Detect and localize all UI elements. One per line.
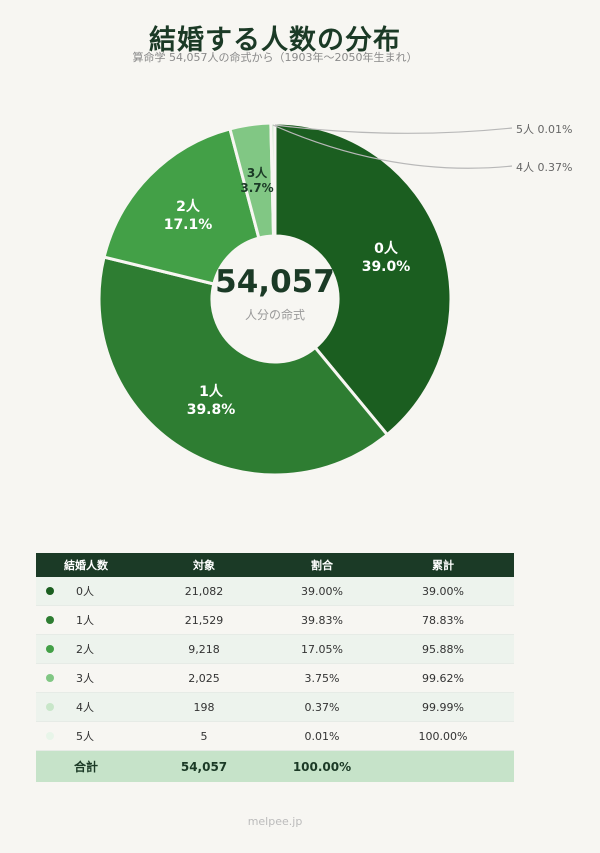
legend-dot-icon [46,645,54,653]
legend-dot-icon [46,587,54,595]
row-cumulative: 95.88% [372,634,514,664]
row-cumulative: 99.62% [372,663,514,693]
total-label: 合計 [36,750,136,782]
row-ratio: 0.01% [272,721,372,751]
slice-label-3: 3人 3.7% [240,166,274,195]
external-label-4: 4人 0.37% [516,161,573,174]
row-cumulative: 78.83% [372,605,514,635]
row-label-cell: 0人 [36,577,136,606]
row-count: 21,529 [136,605,272,635]
total-ratio: 100.00% [272,750,372,782]
header-cumulative: 累計 [372,553,514,577]
row-ratio: 0.37% [272,692,372,722]
table-header-row: 結婚人数 対象 割合 累計 [36,553,514,577]
slice-label-0: 0人 39.0% [361,241,411,275]
header-subjects: 対象 [136,553,272,577]
header-ratio: 割合 [272,553,372,577]
row-count: 9,218 [136,634,272,664]
leader-line [272,124,513,169]
row-count: 21,082 [136,577,272,606]
row-count: 5 [136,721,272,751]
footer-site: melpee.jp [247,815,303,828]
data-table: 結婚人数 対象 割合 累計 0人 21,082 39.00% 39.00% 1人 21,5… [36,553,514,782]
row-ratio: 3.75% [272,663,372,693]
row-label-cell: 3人 [36,663,136,693]
center-total: 54,057 [215,264,335,300]
legend-dot-icon [46,703,54,711]
leader-line [274,124,513,134]
row-label-cell: 1人 [36,605,136,635]
total-count: 54,057 [136,750,272,782]
row-ratio: 39.83% [272,605,372,635]
table-row: 5人 5 0.01% 100.00% [36,721,514,751]
table-total-row: 合計 54,057 100.00% [36,750,514,782]
table-row: 4人 198 0.37% 99.99% [36,692,514,722]
external-label-5: 5人 0.01% [516,123,573,136]
row-ratio: 17.05% [272,634,372,664]
table-row: 3人 2,025 3.75% 99.62% [36,663,514,693]
table-row: 2人 9,218 17.05% 95.88% [36,634,514,664]
pie-slice-2 [102,127,261,286]
slice-label-2: 2人 17.1% [163,199,213,233]
row-cumulative: 99.99% [372,692,514,722]
legend-dot-icon [46,616,54,624]
page-title: 結婚する人数の分布 [149,25,401,56]
row-ratio: 39.00% [272,577,372,606]
row-count: 2,025 [136,663,272,693]
legend-dot-icon [46,674,54,682]
page-subtitle: 算命学 54,057人の命式から（1903年〜2050年生まれ） [132,51,418,64]
center-caption: 人分の命式 [244,308,305,322]
donut-chart [97,121,513,477]
row-count: 198 [136,692,272,722]
slice-label-1: 1人 39.8% [186,384,236,418]
row-label-cell: 4人 [36,692,136,722]
table-row: 0人 21,082 39.00% 39.00% [36,577,514,606]
header-count-of-marriages: 結婚人数 [36,553,136,577]
row-label-cell: 5人 [36,721,136,751]
legend-dot-icon [46,732,54,740]
table-row: 1人 21,529 39.83% 78.83% [36,605,514,635]
pie-slice-1 [97,255,390,477]
row-label-cell: 2人 [36,634,136,664]
row-cumulative: 100.00% [372,721,514,751]
row-cumulative: 39.00% [372,577,514,606]
